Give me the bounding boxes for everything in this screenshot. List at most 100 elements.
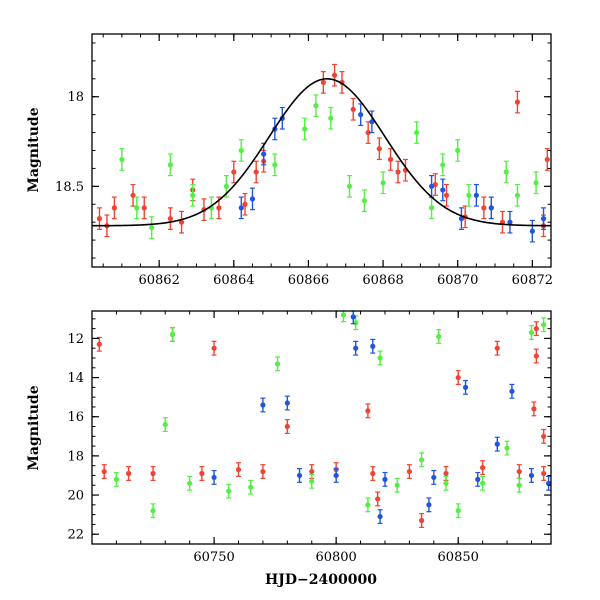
blue-data-point xyxy=(350,314,356,320)
blue-data-point xyxy=(369,119,375,125)
red-data-point xyxy=(253,169,259,175)
red-data-point xyxy=(406,468,412,475)
red-data-point xyxy=(96,341,102,347)
model-curve xyxy=(91,78,552,227)
blue-data-point xyxy=(509,388,515,394)
green-data-point xyxy=(455,147,461,154)
blue-data-point xyxy=(382,476,388,482)
bottom-panel: 60750 60800 60850 12 14 16 18 20 22 Magnitude HJ… xyxy=(26,310,552,588)
bottom-x-axis-label: HJD−2400000 xyxy=(265,572,377,588)
green-data-point xyxy=(162,421,168,428)
red-data-point xyxy=(514,99,521,105)
green-data-point xyxy=(361,198,368,204)
red-data-point xyxy=(533,326,539,332)
green-data-point xyxy=(226,488,232,494)
green-data-point xyxy=(302,126,308,132)
green-data-point xyxy=(223,183,229,189)
y-tick-label: 20 xyxy=(67,489,84,504)
blue-data-point xyxy=(540,216,547,222)
x-tick-label: 60866 xyxy=(288,273,329,288)
blue-data-point xyxy=(440,187,446,193)
red-data-point xyxy=(494,345,500,351)
green-data-point xyxy=(272,162,278,168)
blue-data-point xyxy=(488,205,494,211)
x-tick-label: 60864 xyxy=(213,273,254,288)
blue-data-point xyxy=(426,502,432,508)
green-data-point xyxy=(113,476,120,482)
red-data-point xyxy=(481,205,487,211)
top-panel: 60862 60864 60866 60868 60870 60872 18 18.5 Mag… xyxy=(26,33,553,288)
red-data-point xyxy=(199,470,205,477)
top-y-axis-label: Magnitude xyxy=(26,107,42,192)
red-data-point xyxy=(365,129,371,136)
red-data-point xyxy=(178,219,185,225)
red-data-point xyxy=(544,156,550,163)
x-tick-label: 60868 xyxy=(362,273,403,288)
x-tick-label: 60800 xyxy=(315,550,356,565)
blue-data-point xyxy=(211,474,217,481)
top-plot-frame xyxy=(91,33,552,268)
green-data-point xyxy=(436,333,442,340)
green-data-point xyxy=(480,480,486,486)
red-data-point xyxy=(419,517,425,524)
green-data-point xyxy=(190,192,196,198)
bottom-axis-ticks: 60750 60800 60850 12 14 16 18 20 22 xyxy=(67,311,551,565)
red-data-point xyxy=(541,470,547,477)
red-data-point xyxy=(242,201,248,207)
green-data-point xyxy=(466,192,472,198)
red-data-point xyxy=(126,470,132,477)
red-data-point xyxy=(96,216,103,222)
red-data-point xyxy=(150,470,156,477)
y-tick-label: 16 xyxy=(67,410,84,425)
y-tick-label: 18 xyxy=(67,90,84,105)
blue-data-point xyxy=(353,345,359,351)
green-data-point xyxy=(169,331,176,338)
y-tick-label: 12 xyxy=(67,332,84,347)
red-data-point xyxy=(331,72,338,78)
green-data-point xyxy=(516,482,522,488)
red-data-point xyxy=(531,406,537,412)
green-data-point xyxy=(346,183,353,189)
red-data-point xyxy=(260,468,266,475)
x-tick-label: 60750 xyxy=(193,550,234,565)
green-data-point xyxy=(428,205,435,211)
x-tick-label: 60862 xyxy=(138,273,179,288)
green-data-point xyxy=(238,147,244,154)
bottom-y-axis-label: Magnitude xyxy=(26,385,42,470)
red-data-point xyxy=(395,169,401,175)
red-data-point xyxy=(375,496,381,502)
blue-data-point xyxy=(475,476,481,482)
blue-data-point xyxy=(261,151,267,157)
bottom-panel-data xyxy=(96,310,552,528)
red-data-point xyxy=(284,423,290,430)
red-data-point xyxy=(516,468,522,475)
red-data-point xyxy=(455,374,461,381)
red-data-point xyxy=(235,466,242,473)
blue-data-point xyxy=(370,343,376,349)
red-data-point xyxy=(480,465,486,471)
blue-data-point xyxy=(260,402,266,408)
green-data-point xyxy=(504,445,510,451)
green-data-point xyxy=(541,322,547,328)
green-data-point xyxy=(119,156,125,163)
blue-data-point xyxy=(528,472,535,479)
red-data-point xyxy=(320,79,326,85)
green-data-point xyxy=(365,502,371,508)
red-data-point xyxy=(211,345,217,351)
red-data-point xyxy=(111,205,117,211)
green-data-point xyxy=(380,180,386,186)
blue-data-point xyxy=(249,196,256,202)
red-data-point xyxy=(101,468,107,475)
red-data-point xyxy=(167,216,173,222)
blue-data-point xyxy=(358,112,364,118)
green-data-point xyxy=(150,508,156,514)
blue-data-point xyxy=(296,472,303,479)
blue-data-point xyxy=(473,192,479,198)
top-axis-ticks: 60862 60864 60866 60868 60870 60872 18 18.5 xyxy=(55,34,553,288)
green-data-point xyxy=(134,205,140,211)
red-data-point xyxy=(231,169,237,175)
blue-data-point xyxy=(377,513,383,520)
red-data-point xyxy=(443,192,450,198)
green-data-point xyxy=(503,169,509,175)
green-data-point xyxy=(167,162,173,168)
